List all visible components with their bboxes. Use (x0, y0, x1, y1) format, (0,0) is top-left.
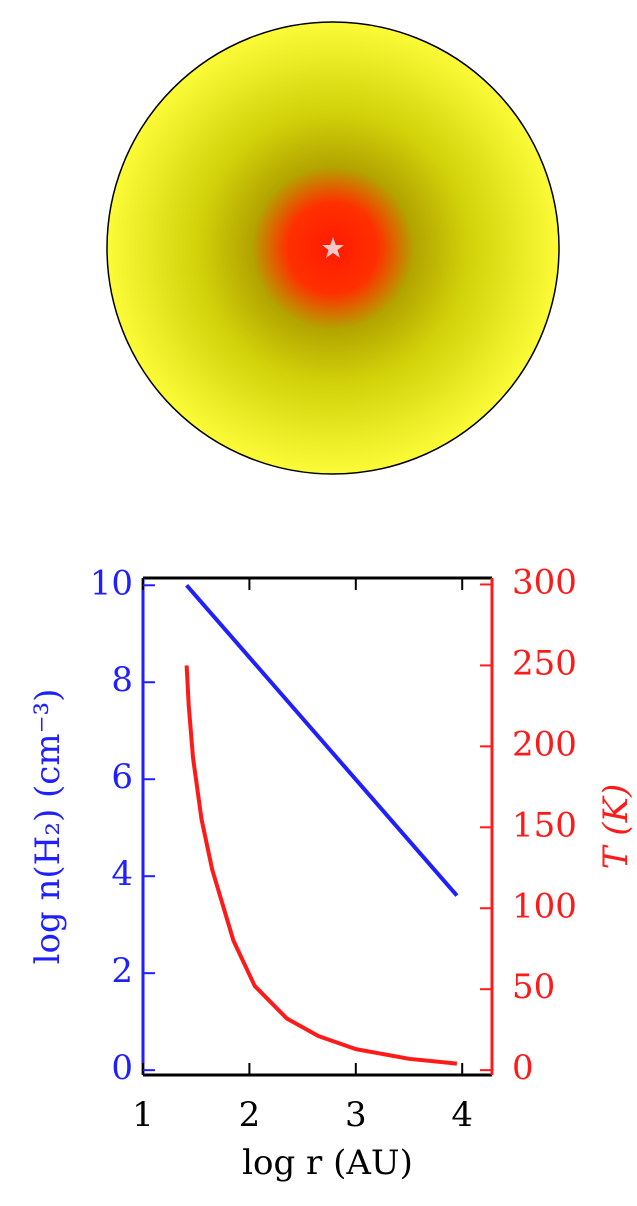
y2-axis-label: T (K) (596, 784, 636, 869)
y2-tick-label: 50 (512, 967, 555, 1007)
y-axis-label: log n(H₂) (cm⁻³) (28, 689, 68, 965)
protostar (322, 237, 344, 258)
data-line (185, 583, 459, 897)
y-tick-label: 0 (111, 1048, 133, 1088)
x-axis-label: log r (AU) (242, 1143, 413, 1183)
y2-tick-label: 100 (512, 886, 577, 926)
y-tick-label: 8 (111, 660, 133, 700)
y-tick-label: 6 (111, 757, 133, 797)
y2-tick-label: 0 (512, 1048, 534, 1088)
y2-tick-label: 250 (512, 643, 577, 683)
data-line (184, 665, 458, 1066)
y-tick-label: 4 (111, 854, 133, 894)
x-tick-label: 4 (451, 1095, 473, 1135)
x-tick-label: 1 (132, 1095, 154, 1135)
y2-tick-label: 150 (512, 805, 577, 845)
y2-tick-label: 200 (512, 724, 577, 764)
x-tick-label: 3 (345, 1095, 367, 1135)
y-tick-label: 10 (90, 563, 133, 603)
y2-tick-label: 300 (512, 562, 577, 602)
y-tick-label: 2 (111, 951, 133, 991)
x-tick-label: 2 (239, 1095, 261, 1135)
